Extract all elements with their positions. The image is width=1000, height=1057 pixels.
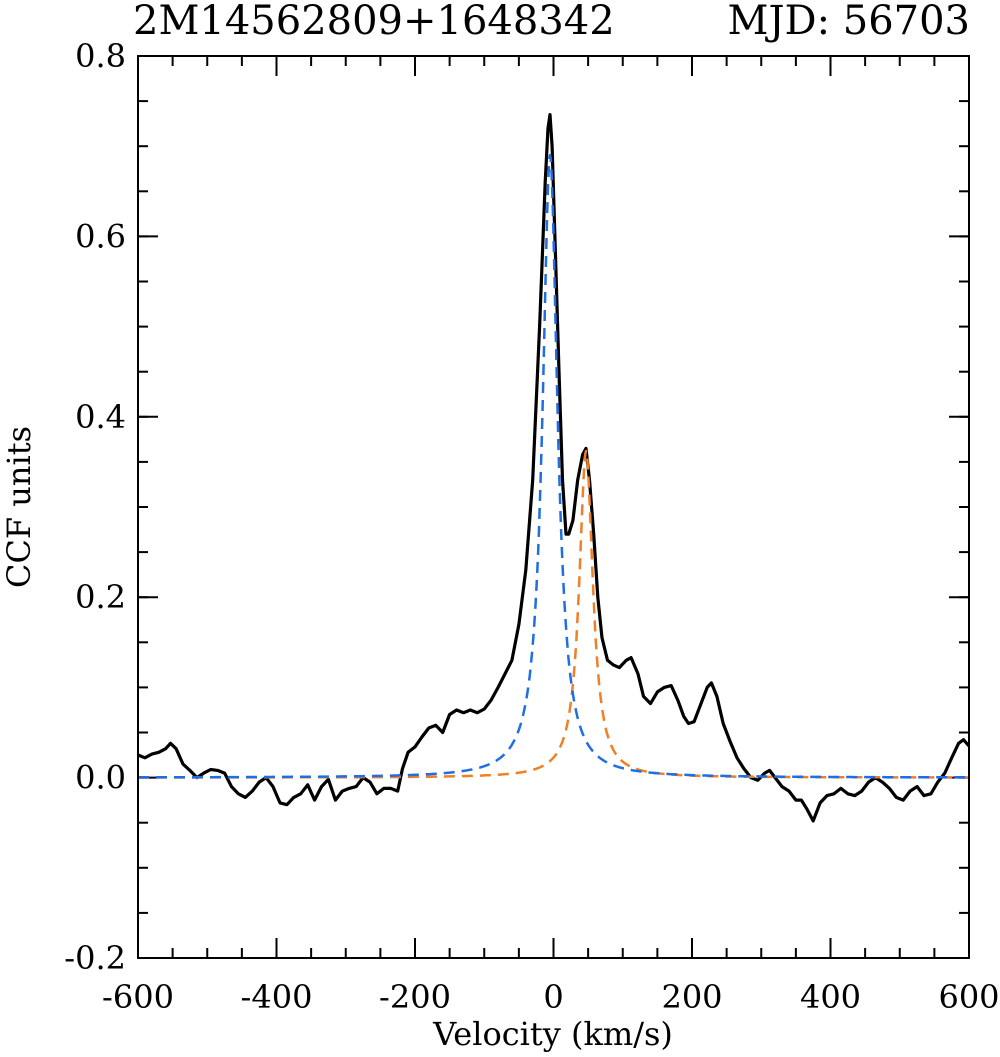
y-axis-title: CCF units — [0, 426, 38, 588]
x-tick-label: -400 — [241, 978, 313, 1016]
x-tick-label: 600 — [938, 978, 999, 1016]
y-tick-label: 0.2 — [75, 578, 126, 616]
series-line-blue-dashed — [137, 153, 970, 779]
y-tick-label: 0.0 — [75, 759, 126, 797]
x-tick-label: -600 — [102, 978, 174, 1016]
x-axis-title: Velocity (km/s) — [432, 1015, 673, 1053]
tick-marks — [137, 55, 970, 959]
x-tick-label: -200 — [379, 978, 451, 1016]
y-tick-label: 0.6 — [75, 217, 126, 255]
chart-subtitle: MJD: 56703 — [728, 0, 971, 44]
x-tick-label: 200 — [661, 978, 722, 1016]
series-line-observed — [137, 113, 971, 823]
plot-frame — [137, 55, 970, 959]
y-tick-labels: -0.2 0.0 0.2 0.4 0.6 0.8 — [64, 37, 126, 977]
x-tick-labels: -600 -400 -200 0 200 400 600 — [102, 978, 999, 1016]
y-tick-label: 0.4 — [75, 398, 126, 436]
data-series — [137, 113, 971, 823]
x-tick-label: 0 — [543, 978, 563, 1016]
y-tick-label: 0.8 — [75, 37, 126, 75]
x-tick-label: 400 — [800, 978, 861, 1016]
series-line-orange-dashed — [137, 449, 970, 779]
y-tick-label: -0.2 — [64, 939, 126, 977]
chart-title: 2M14562809+1648342 — [133, 0, 615, 44]
